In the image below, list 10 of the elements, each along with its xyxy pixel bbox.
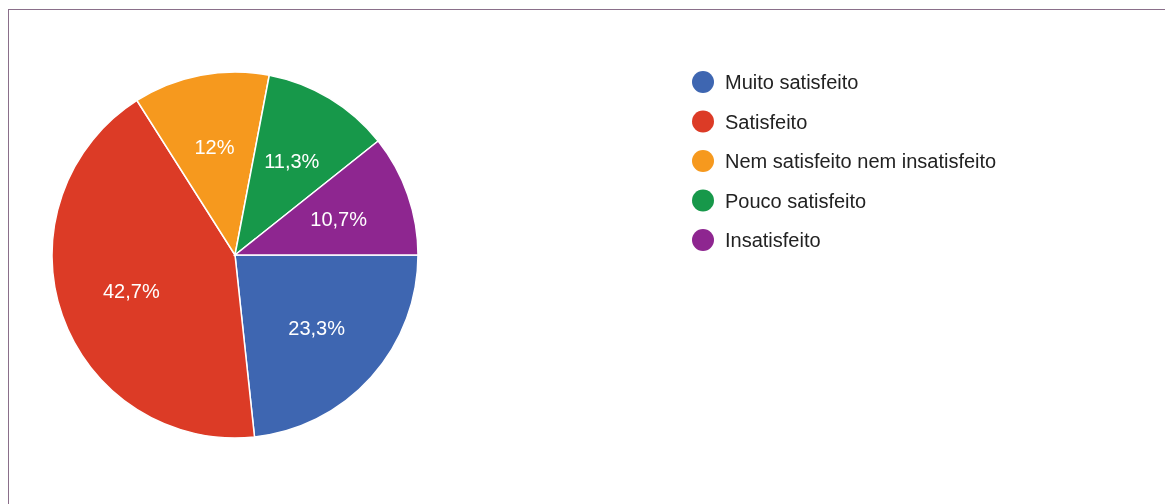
legend-label: Pouco satisfeito [725, 189, 867, 212]
legend-label: Muito satisfeito [725, 71, 859, 93]
data-label: 10,7% [310, 207, 368, 230]
legend-label: Nem satisfeito nem insatisfeito [725, 150, 997, 172]
data-label: 11,3% [264, 150, 320, 173]
data-label: 12% [194, 136, 235, 159]
legend-label: Satisfeito [725, 110, 808, 133]
legend-label: Insatisfeito [725, 229, 821, 251]
data-label: 42,7% [102, 280, 160, 303]
data-label: 23,3% [288, 317, 346, 340]
